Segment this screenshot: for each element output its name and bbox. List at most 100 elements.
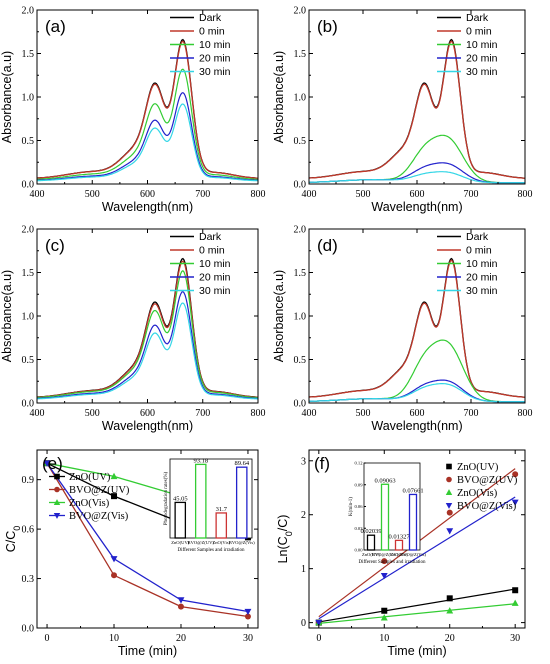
marker-square [446, 463, 452, 470]
marker-triangle-down [446, 528, 454, 535]
y-axis-label: C/C0 [4, 526, 22, 553]
y-tick-label: 3 [301, 456, 306, 467]
x-tick-label: 800 [251, 189, 266, 200]
y-tick-label: 0.6 [22, 525, 35, 536]
marker-triangle-down [53, 512, 61, 519]
panel-label: (d) [317, 236, 338, 255]
legend-entry: 20 min [466, 272, 498, 284]
x-tick-label: 800 [251, 408, 266, 419]
x-tick-label: 30 [510, 633, 520, 644]
spectrum-line-30-min [37, 302, 258, 400]
panel-label: (a) [45, 17, 66, 36]
legend-item: ZnO(UV) [446, 462, 499, 473]
spectrum-line-30-min [36, 103, 258, 182]
legend-entry: 20 min [199, 272, 231, 284]
inset-y-axis-label: Photodegradation rates(%) [164, 471, 169, 525]
spectrum-line-10-min [37, 270, 258, 399]
inset-bar-chart: 45.05 ZnO(UV) 93.18 BVO@Z(UV) 31.7 ZnO(Vis) 89… [164, 457, 255, 553]
inset-category-label: ZnO(Vis) [390, 552, 408, 557]
fit-line-ZnO(Vis) [318, 603, 516, 624]
y-tick-label: 1.0 [294, 312, 307, 323]
marker-triangle-down [315, 619, 323, 627]
inset-category-label: ZnO(UV) [171, 540, 190, 545]
legend-entry: ZnO(Vis) [457, 488, 498, 499]
marker-circle [446, 509, 453, 516]
y-tick-label: 1.5 [294, 268, 307, 279]
marker-triangle-up [446, 607, 454, 614]
x-tick-label: 0 [45, 633, 50, 644]
marker-triangle-down [445, 502, 453, 509]
spectrum-line-0-min [308, 40, 526, 179]
inset-category-label: BVO@Z(Vis) [229, 540, 255, 545]
x-tick-label: 30 [243, 633, 253, 644]
plot-frame [308, 9, 526, 185]
y-tick-label: 0.3 [22, 574, 35, 585]
inset-bar [194, 463, 207, 539]
y-tick-label: 0.0 [22, 399, 35, 410]
y-tick-label: 0.0 [22, 180, 35, 191]
y-tick-label: 2.0 [22, 225, 35, 236]
marker-circle [177, 603, 184, 610]
y-tick-label: 1.0 [22, 312, 35, 323]
plot-frame [308, 228, 526, 404]
y-axis-label: Absorbance(a.u) [272, 270, 286, 362]
fit-line-BVO@Z(Vis) [318, 496, 516, 620]
y-axis-label-sub: 0 [12, 526, 22, 531]
y-axis-label-pre: Ln(C [276, 536, 290, 563]
marker-circle [512, 471, 519, 478]
legend-entry: 0 min [199, 26, 225, 38]
x-tick-label: 20 [176, 633, 186, 644]
y-tick-label: 1.5 [22, 268, 35, 279]
spectrum-line-30-min [309, 383, 525, 403]
x-tick-label: 700 [464, 408, 479, 419]
inset-bar-label: 0.07661 [402, 487, 423, 494]
marker-square [381, 607, 388, 614]
legend-item: BVO@Z(UV) [49, 485, 130, 496]
y-tick-label: 2.0 [22, 6, 35, 17]
y-axis-label: Absorbance(a.u) [0, 270, 14, 362]
y-axis-label-sub: 0 [284, 531, 294, 536]
legend-entry: ZnO(UV) [457, 462, 499, 473]
legend-item: ZnO(Vis) [49, 498, 110, 509]
x-tick-label: 800 [518, 408, 533, 419]
spectrum-line-20-min [36, 291, 259, 400]
spectrum-line-30-min [309, 171, 525, 184]
y-tick-label: 0.9 [22, 475, 35, 486]
marker-triangle-down [177, 597, 185, 604]
y-axis-label-main: C/C [4, 531, 18, 553]
legend-entry: BVO@Z(UV) [69, 485, 130, 496]
x-tick-label: 10 [379, 633, 389, 644]
legend-entry: ZnO(UV) [69, 472, 111, 483]
x-axis-label: Wavelength(nm) [371, 200, 462, 214]
inset-y-tick-label: 0.09 [354, 482, 363, 487]
legend-entry: 0 min [466, 26, 492, 38]
y-tick-label: 1 [301, 564, 306, 575]
inset-bar [366, 534, 376, 551]
x-tick-label: 0 [316, 633, 321, 644]
series-line-BVO@Z(UV) [46, 462, 249, 618]
y-tick-label: 2.0 [294, 225, 307, 236]
plot-frame [36, 9, 259, 185]
y-axis-label: Ln(C0/C) [276, 515, 294, 564]
spectrum-panel-d: 400 500 600 700 800 0.0 0.5 1.0 1.5 2.0 Wavelength… [272, 225, 533, 434]
legend-entry: 10 min [466, 39, 498, 51]
inset-bar-label: 45.05 [173, 495, 188, 502]
x-tick-label: 800 [518, 189, 533, 200]
x-tick-label: 400 [30, 189, 45, 200]
x-tick-label: 600 [410, 408, 425, 419]
x-tick-label: 600 [140, 408, 155, 419]
inset-bar [174, 501, 187, 539]
legend-entry: Dark [199, 231, 222, 243]
legend-entry: 20 min [199, 53, 231, 65]
inset-category-label: BVO@Z(UV) [188, 540, 215, 545]
inset-bar-label: 31.7 [216, 506, 228, 513]
inset-bar [394, 539, 404, 551]
spectrum-line-0-min [308, 259, 526, 398]
legend-entry: 10 min [199, 39, 231, 51]
legend-entry: 20 min [466, 53, 498, 65]
x-axis-label: Wavelength(nm) [102, 419, 193, 433]
x-axis-label: Wavelength(nm) [102, 200, 193, 214]
inset-x-axis-label: Different Samples and irradiation [178, 548, 245, 553]
